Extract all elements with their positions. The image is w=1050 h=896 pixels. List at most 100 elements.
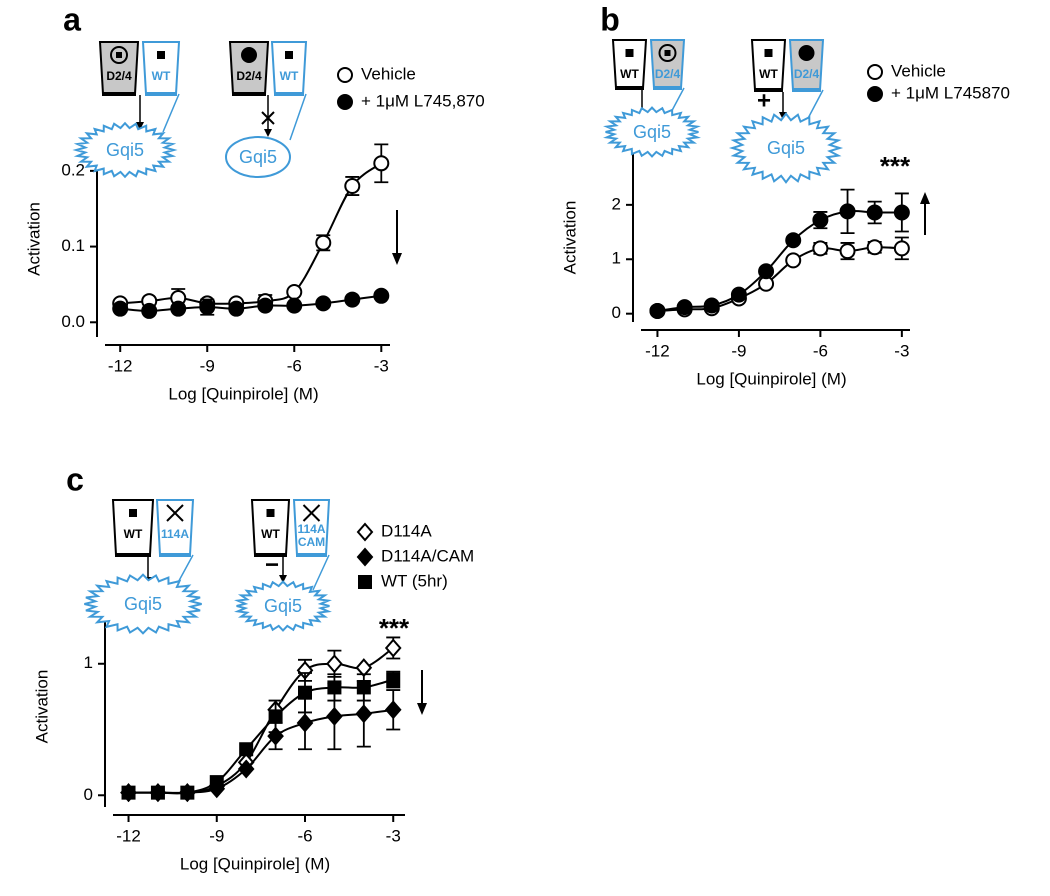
- x-tick-label: -6: [297, 826, 312, 845]
- x-tick-label: -3: [374, 356, 389, 375]
- marker: [141, 302, 158, 319]
- g-protein-label: Gqi5: [239, 147, 277, 167]
- x-tick-label: -3: [894, 341, 909, 360]
- ligand-icon: [764, 49, 773, 57]
- marker: [839, 243, 856, 260]
- marker: [839, 203, 856, 220]
- receptor: [98, 41, 140, 95]
- receptor: [750, 39, 787, 91]
- receptor-label: WT: [261, 527, 280, 541]
- ligand-icon: [129, 509, 137, 517]
- panel-label: b: [600, 1, 620, 37]
- receptor-label: CAM: [298, 535, 325, 549]
- g-protein-label: Gqi5: [124, 594, 162, 614]
- legend-label: Vehicle: [361, 64, 416, 83]
- marker: [121, 785, 136, 800]
- marker: [758, 263, 775, 280]
- g-protein-label: Gqi5: [633, 122, 671, 142]
- panel-label: c: [66, 461, 84, 497]
- receptor-label: 114A: [297, 522, 325, 536]
- marker: [785, 232, 802, 249]
- x-tick-label: -9: [209, 826, 224, 845]
- g-protein: [603, 106, 701, 158]
- x-tick-label: -12: [116, 826, 141, 845]
- legend-label: + 1μM L745,870: [361, 91, 485, 110]
- marker: [257, 297, 274, 314]
- ligand-icon: [157, 51, 165, 59]
- panel-label: a: [63, 1, 81, 37]
- legend-marker: [867, 86, 883, 102]
- legend-label: WT (5hr): [381, 571, 448, 590]
- y-axis-label: Activation: [32, 670, 51, 744]
- signal-arrowhead: [264, 129, 272, 137]
- marker: [170, 300, 187, 317]
- curve: [128, 708, 394, 794]
- receptor-label: D2/4: [106, 69, 132, 83]
- panel: b 0 1 2 -12 -9 -6 -3 Log [Quinpirole] (M) Activat…: [560, 1, 1009, 388]
- marker: [344, 178, 361, 194]
- receptor-label: WT: [759, 67, 778, 81]
- trend-arrowhead: [417, 703, 427, 715]
- x-tick-label: -9: [200, 356, 215, 375]
- x-tick-label: -6: [813, 341, 828, 360]
- y-tick-label: 0.0: [61, 312, 85, 331]
- x-tick-label: -12: [645, 341, 670, 360]
- curve: [657, 246, 902, 312]
- g-protein: [728, 112, 844, 184]
- g-protein-label: Gqi5: [767, 138, 805, 158]
- receptor-label: WT: [152, 69, 171, 83]
- y-tick-label: 0: [84, 785, 93, 804]
- marker: [866, 239, 883, 256]
- x-axis-label: Log [Quinpirole] (M): [168, 384, 318, 403]
- trend-arrowhead: [392, 253, 402, 265]
- curve: [120, 162, 382, 305]
- receptor-label: WT: [124, 527, 143, 541]
- x-axis-label: Log [Quinpirole] (M): [696, 369, 846, 388]
- y-tick-label: 1: [84, 653, 93, 672]
- y-tick-label: 0.1: [61, 236, 85, 255]
- x-axis-label: Log [Quinpirole] (M): [180, 854, 330, 873]
- marker: [228, 300, 245, 317]
- legend-marker: [867, 64, 883, 80]
- marker: [893, 240, 910, 257]
- receptor-label: D2/4: [655, 67, 681, 81]
- receptor-label: D2/4: [236, 69, 262, 83]
- curve: [128, 647, 394, 795]
- y-axis-label: Activation: [24, 202, 43, 276]
- legend-label: D114A/CAM: [381, 546, 474, 565]
- ligand-icon: [625, 49, 634, 57]
- curve: [128, 678, 394, 795]
- marker: [785, 252, 802, 269]
- receptor-label: 114A: [161, 527, 189, 541]
- legend-marker: [356, 547, 374, 567]
- marker: [286, 297, 303, 314]
- marker: [373, 155, 390, 172]
- receptor-label: D2/4: [794, 67, 820, 81]
- marker: [237, 759, 255, 779]
- marker: [812, 212, 829, 229]
- g-protein-label: Gqi5: [106, 140, 144, 160]
- ligand-icon: [664, 50, 671, 56]
- marker: [326, 706, 343, 726]
- marker: [812, 240, 829, 257]
- marker: [355, 658, 373, 678]
- marker: [199, 299, 216, 316]
- marker: [180, 785, 195, 800]
- receptor-label: WT: [280, 69, 299, 83]
- y-tick-label: 2: [612, 194, 621, 213]
- mutation-icon: [302, 504, 321, 522]
- marker: [286, 284, 303, 300]
- marker: [866, 204, 883, 221]
- x-tick-label: -3: [386, 826, 401, 845]
- marker: [296, 713, 314, 733]
- legend-marker: [358, 575, 372, 589]
- ligand-icon: [241, 47, 257, 63]
- ligand-icon: [285, 51, 293, 59]
- g-protein: [72, 121, 178, 179]
- marker: [268, 709, 283, 724]
- marker: [344, 291, 361, 308]
- marker: [239, 742, 254, 757]
- connector: [162, 93, 180, 133]
- g-protein: [84, 573, 202, 635]
